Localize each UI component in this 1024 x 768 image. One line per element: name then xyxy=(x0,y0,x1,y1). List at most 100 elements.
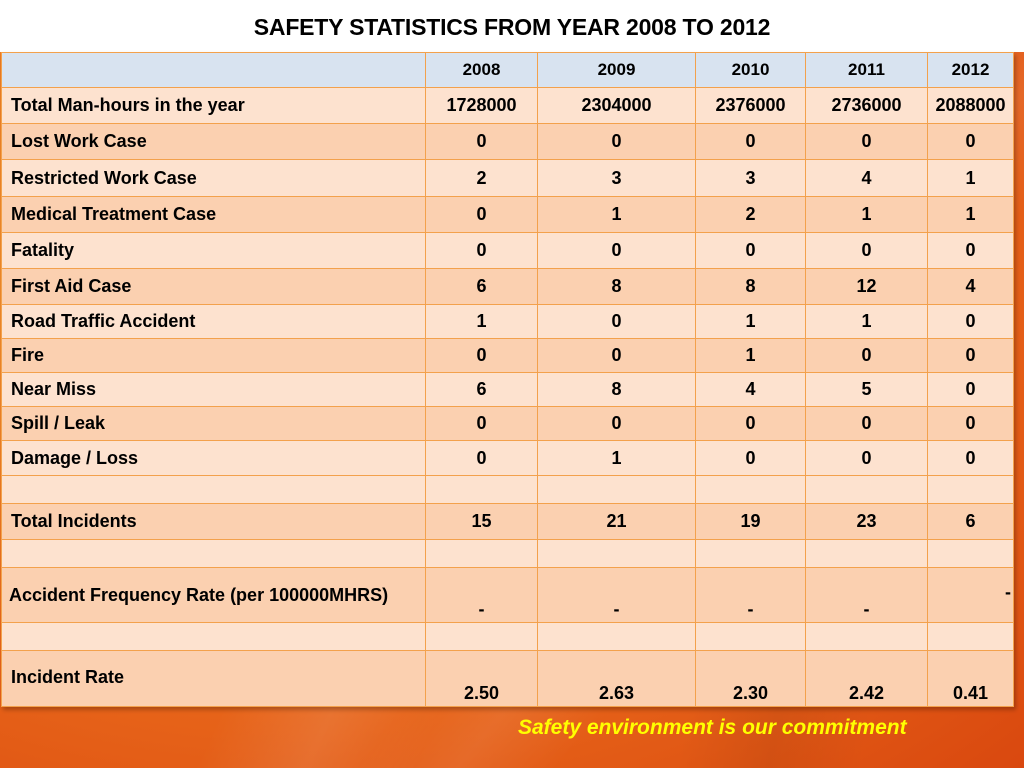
value-cell: 0 xyxy=(927,232,1014,269)
row-label: Fatality xyxy=(1,232,426,269)
value-cell xyxy=(425,475,538,504)
row-label: Lost Work Case xyxy=(1,123,426,160)
value-cell: 2088000 xyxy=(927,87,1014,124)
year-header: 2010 xyxy=(695,52,806,88)
table-row: Fatality 0 0 0 0 0 xyxy=(1,232,1014,269)
value-cell: - xyxy=(927,567,1014,623)
value-cell: 0 xyxy=(927,123,1014,160)
table-row: First Aid Case 6 8 8 12 4 xyxy=(1,268,1014,305)
table-row: Total Incidents 15 21 19 23 6 xyxy=(1,503,1014,540)
table-row: Near Miss 6 8 4 5 0 xyxy=(1,372,1014,407)
page-title: SAFETY STATISTICS FROM YEAR 2008 TO 2012 xyxy=(253,14,771,40)
value-cell: 2736000 xyxy=(805,87,928,124)
value-cell: 1 xyxy=(805,304,928,339)
year-header: 2012 xyxy=(927,52,1014,88)
year-header: 2009 xyxy=(537,52,696,88)
value-cell: 0 xyxy=(425,440,538,476)
table-row: Fire 0 0 1 0 0 xyxy=(1,338,1014,373)
value-cell: 2.30 xyxy=(695,650,806,707)
table-row xyxy=(1,539,1014,568)
row-label: Total Man-hours in the year xyxy=(1,87,426,124)
value-cell xyxy=(425,539,538,568)
value-cell xyxy=(695,475,806,504)
value-cell: 0 xyxy=(805,232,928,269)
row-label xyxy=(1,475,426,504)
value-cell: 0 xyxy=(425,232,538,269)
value-cell xyxy=(805,539,928,568)
row-label: Damage / Loss xyxy=(1,440,426,476)
value-cell: 0 xyxy=(927,372,1014,407)
value-cell: 0 xyxy=(425,406,538,441)
row-label xyxy=(1,622,426,651)
row-label xyxy=(1,539,426,568)
table-header-row: 2008 2009 2010 2011 2012 xyxy=(1,52,1014,88)
value-cell: 6 xyxy=(927,503,1014,540)
title-band xyxy=(0,0,1024,52)
table-row: Damage / Loss 0 1 0 0 0 xyxy=(1,440,1014,476)
value-cell xyxy=(927,475,1014,504)
value-cell: 0 xyxy=(537,304,696,339)
value-cell xyxy=(805,622,928,651)
year-header: 2008 xyxy=(425,52,538,88)
row-label: Total Incidents xyxy=(1,503,426,540)
row-label: Incident Rate xyxy=(1,650,426,707)
value-cell: - xyxy=(537,567,696,623)
value-cell: 2 xyxy=(695,196,806,233)
value-cell: 8 xyxy=(537,372,696,407)
table-row: Medical Treatment Case 0 1 2 1 1 xyxy=(1,196,1014,233)
year-header: 2011 xyxy=(805,52,928,88)
table-row: Restricted Work Case 2 3 3 4 1 xyxy=(1,159,1014,197)
value-cell: 15 xyxy=(425,503,538,540)
value-cell: 0 xyxy=(805,123,928,160)
value-cell xyxy=(537,475,696,504)
value-cell: 0 xyxy=(927,338,1014,373)
value-cell: 0 xyxy=(927,406,1014,441)
value-cell: 0 xyxy=(927,304,1014,339)
row-label: Near Miss xyxy=(1,372,426,407)
table-row xyxy=(1,475,1014,504)
value-cell: 1728000 xyxy=(425,87,538,124)
value-cell: 0 xyxy=(425,338,538,373)
header-corner-cell xyxy=(1,52,426,88)
value-cell: 1 xyxy=(537,196,696,233)
row-label: Road Traffic Accident xyxy=(1,304,426,339)
value-cell: 1 xyxy=(927,196,1014,233)
value-cell: 2.42 xyxy=(805,650,928,707)
value-cell: 3 xyxy=(537,159,696,197)
value-cell: 0 xyxy=(805,440,928,476)
table-row: Road Traffic Accident 1 0 1 1 0 xyxy=(1,304,1014,339)
value-cell: - xyxy=(425,567,538,623)
value-cell xyxy=(927,622,1014,651)
value-cell: 0 xyxy=(425,123,538,160)
value-cell: 2 xyxy=(425,159,538,197)
value-cell: 0 xyxy=(537,232,696,269)
value-cell: 8 xyxy=(537,268,696,305)
value-cell: 6 xyxy=(425,372,538,407)
value-cell xyxy=(537,539,696,568)
value-cell: 0 xyxy=(805,338,928,373)
footer-slogan: Safety environment is our commitment xyxy=(518,716,907,739)
value-cell: 1 xyxy=(695,338,806,373)
value-cell xyxy=(537,622,696,651)
value-cell: 21 xyxy=(537,503,696,540)
row-label: Medical Treatment Case xyxy=(1,196,426,233)
value-cell: 12 xyxy=(805,268,928,305)
value-cell: 0 xyxy=(537,338,696,373)
value-cell: - xyxy=(805,567,928,623)
value-cell: 6 xyxy=(425,268,538,305)
table-row xyxy=(1,622,1014,651)
value-cell: 0 xyxy=(927,440,1014,476)
row-label: Spill / Leak xyxy=(1,406,426,441)
value-cell: 0 xyxy=(695,232,806,269)
value-cell: 0 xyxy=(425,196,538,233)
value-cell: 0.41 xyxy=(927,650,1014,707)
value-cell: 23 xyxy=(805,503,928,540)
value-cell xyxy=(425,622,538,651)
value-cell xyxy=(695,539,806,568)
value-cell: 4 xyxy=(927,268,1014,305)
value-cell: 4 xyxy=(695,372,806,407)
value-cell: 2376000 xyxy=(695,87,806,124)
value-cell: 8 xyxy=(695,268,806,305)
value-cell: 1 xyxy=(425,304,538,339)
value-cell: 3 xyxy=(695,159,806,197)
